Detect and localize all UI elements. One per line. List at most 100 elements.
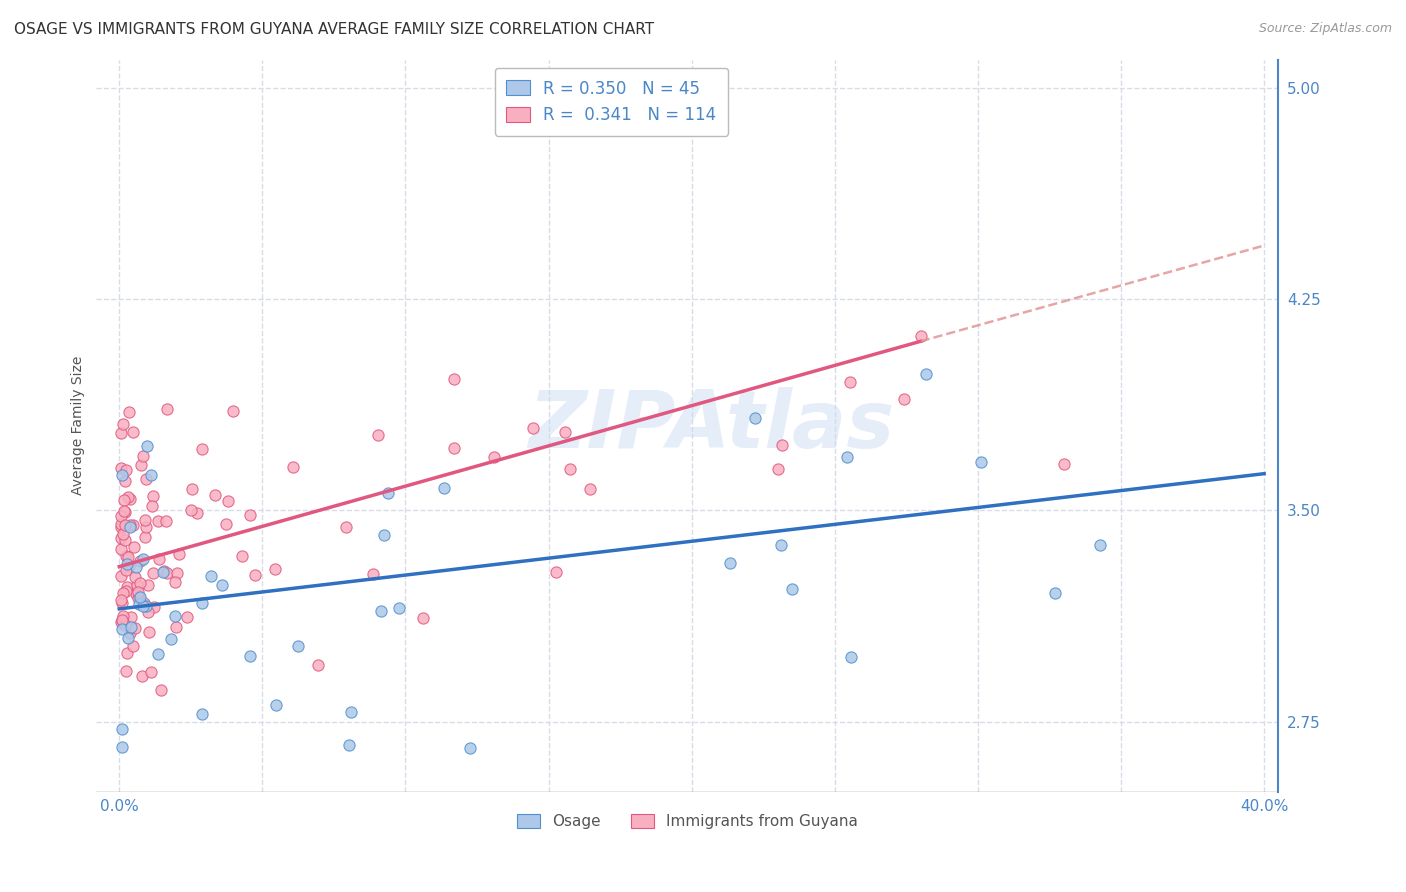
- Point: [125, 560, 148, 574]
- Y-axis label: Average Family Size: Average Family Size: [72, 356, 86, 495]
- Point: [132, 551, 155, 566]
- Point: [114, 463, 136, 477]
- Text: ZIPAtlas: ZIPAtlas: [527, 387, 894, 465]
- Point: [117, 549, 139, 564]
- Point: [554, 425, 576, 440]
- Point: [910, 328, 932, 343]
- Point: [118, 492, 141, 507]
- Point: [190, 442, 212, 456]
- Point: [135, 599, 157, 613]
- Point: [124, 621, 146, 635]
- Point: [367, 428, 389, 442]
- Point: [166, 620, 188, 634]
- Point: [239, 648, 262, 663]
- Point: [120, 625, 142, 640]
- Point: [165, 608, 187, 623]
- Point: [142, 600, 165, 615]
- Point: [127, 584, 149, 599]
- Point: [111, 614, 134, 628]
- Point: [139, 665, 162, 679]
- Point: [114, 505, 136, 519]
- Text: OSAGE VS IMMIGRANTS FROM GUYANA AVERAGE FAMILY SIZE CORRELATION CHART: OSAGE VS IMMIGRANTS FROM GUYANA AVERAGE …: [14, 22, 654, 37]
- Point: [117, 557, 139, 571]
- Legend: Osage, Immigrants from Guyana: Osage, Immigrants from Guyana: [510, 808, 865, 836]
- Point: [263, 562, 285, 576]
- Point: [114, 518, 136, 533]
- Point: [115, 549, 138, 563]
- Point: [148, 551, 170, 566]
- Point: [110, 593, 132, 607]
- Point: [134, 512, 156, 526]
- Point: [239, 508, 262, 522]
- Point: [122, 425, 145, 440]
- Point: [204, 487, 226, 501]
- Point: [111, 622, 134, 636]
- Point: [115, 564, 138, 578]
- Point: [1090, 538, 1112, 552]
- Point: [132, 449, 155, 463]
- Point: [118, 558, 141, 573]
- Point: [111, 722, 134, 736]
- Point: [835, 450, 858, 464]
- Point: [112, 504, 135, 518]
- Point: [165, 574, 187, 589]
- Point: [117, 490, 139, 504]
- Point: [142, 566, 165, 581]
- Point: [211, 577, 233, 591]
- Point: [118, 405, 141, 419]
- Point: [544, 565, 567, 579]
- Point: [482, 450, 505, 465]
- Point: [120, 609, 142, 624]
- Point: [111, 526, 134, 541]
- Point: [129, 590, 152, 604]
- Point: [135, 439, 157, 453]
- Point: [200, 569, 222, 583]
- Point: [129, 458, 152, 473]
- Point: [156, 401, 179, 416]
- Point: [335, 520, 357, 534]
- Point: [558, 462, 581, 476]
- Point: [180, 503, 202, 517]
- Point: [127, 578, 149, 592]
- Point: [136, 578, 159, 592]
- Point: [160, 632, 183, 647]
- Point: [110, 509, 132, 524]
- Point: [112, 493, 135, 508]
- Point: [222, 404, 245, 418]
- Point: [155, 514, 177, 528]
- Point: [138, 625, 160, 640]
- Point: [110, 615, 132, 629]
- Point: [191, 706, 214, 721]
- Point: [111, 596, 134, 610]
- Point: [135, 472, 157, 486]
- Point: [110, 516, 132, 531]
- Point: [1043, 586, 1066, 600]
- Point: [124, 570, 146, 584]
- Point: [307, 657, 329, 672]
- Point: [114, 665, 136, 679]
- Point: [768, 462, 790, 476]
- Point: [970, 455, 993, 469]
- Point: [893, 392, 915, 406]
- Point: [110, 519, 132, 533]
- Point: [142, 489, 165, 503]
- Point: [190, 596, 212, 610]
- Point: [839, 650, 862, 665]
- Point: [148, 647, 170, 661]
- Point: [361, 567, 384, 582]
- Point: [129, 554, 152, 568]
- Point: [337, 738, 360, 752]
- Point: [579, 482, 602, 496]
- Point: [1053, 458, 1076, 472]
- Point: [128, 591, 150, 605]
- Point: [114, 618, 136, 632]
- Point: [146, 514, 169, 528]
- Point: [782, 582, 804, 596]
- Point: [744, 411, 766, 425]
- Point: [115, 580, 138, 594]
- Point: [387, 600, 409, 615]
- Point: [166, 566, 188, 581]
- Point: [443, 441, 465, 455]
- Point: [110, 425, 132, 440]
- Point: [443, 372, 465, 386]
